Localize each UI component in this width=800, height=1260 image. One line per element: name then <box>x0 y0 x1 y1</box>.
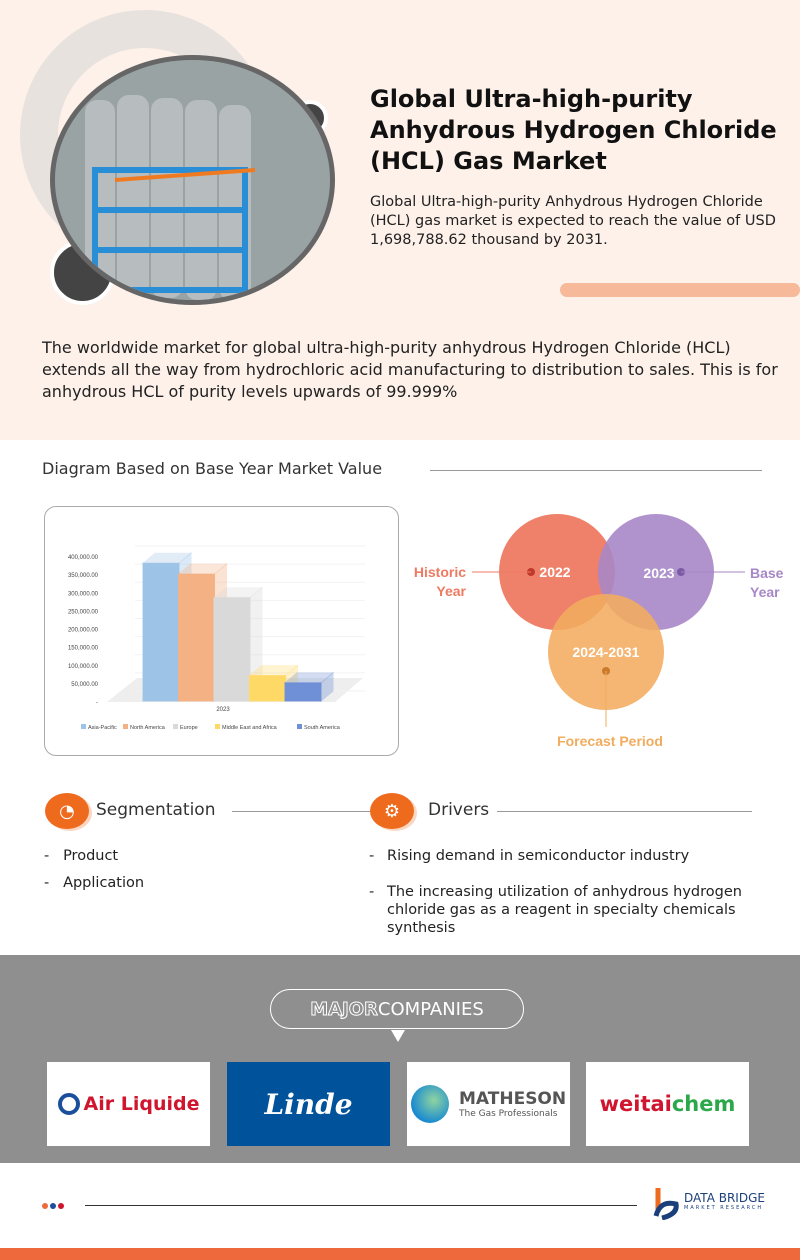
y-tick-label: - <box>96 700 98 706</box>
bar-south-america <box>284 682 322 702</box>
y-tick-label: 100,000.00 <box>68 664 99 670</box>
bar-north-america <box>178 573 215 702</box>
legend-swatch <box>215 724 220 729</box>
gears-icon: ⚙ <box>370 793 414 829</box>
logo-text: Air Liquide <box>83 1093 200 1115</box>
driver-item-text: Rising demand in semiconductor industry <box>387 848 690 864</box>
legend-label: North America <box>130 725 166 731</box>
logo-weitaichem: weitaichem <box>586 1062 749 1146</box>
brand-name: DATA BRIDGE <box>684 1191 765 1205</box>
bar-asia-pacific <box>142 562 180 702</box>
logo-text: Linde <box>264 1087 353 1121</box>
segmentation-title: Segmentation <box>96 800 216 820</box>
venn-base-year: 2023 <box>643 565 674 581</box>
base-label: Base <box>750 565 784 581</box>
dots-icon <box>42 1203 64 1209</box>
x-tick-label: 2023 <box>216 707 230 713</box>
driver-item-text: The increasing utilization of anhydrous … <box>387 884 742 936</box>
legend-label: Middle East and Africa <box>222 725 278 731</box>
item-text: Application <box>63 875 145 891</box>
gas-cylinders-image <box>50 55 335 305</box>
legend-label: Asia-Pacific <box>88 725 117 731</box>
segmentation-item: - Product <box>44 848 119 864</box>
legend-swatch <box>173 724 178 729</box>
drivers-title: Drivers <box>428 800 490 820</box>
venn-historic-year: 2022 <box>539 564 570 580</box>
logo-text: chem <box>671 1092 736 1116</box>
decor-bar <box>560 283 800 297</box>
logo-matheson: MATHESON The Gas Professionals <box>407 1062 570 1146</box>
legend-swatch <box>123 724 128 729</box>
y-tick-label: 300,000.00 <box>68 591 99 597</box>
historic-label: Historic <box>414 564 466 580</box>
base-label: Year <box>750 584 780 600</box>
bar-chart-svg: - 50,000.00 100,000.00 150,000.00 200,000.00… <box>68 545 365 731</box>
venn-forecast-years: 2024-2031 <box>573 644 640 660</box>
venn-diagram: 2022 2023 2024-2031 Historic Year Base Y… <box>414 514 784 749</box>
divider <box>497 811 752 812</box>
footer-line <box>85 1205 637 1206</box>
y-tick-label: 50,000.00 <box>71 682 98 688</box>
forecast-label: Forecast Period <box>557 733 663 749</box>
y-tick-label: 150,000.00 <box>68 646 99 652</box>
divider <box>430 470 762 471</box>
title-part: MAJOR <box>310 998 379 1020</box>
segmentation-item: - Application <box>44 875 145 891</box>
y-tick-label: 200,000.00 <box>68 628 99 634</box>
logo-linde: Linde <box>227 1062 390 1146</box>
venn-forecast <box>548 594 664 710</box>
page-subtitle: Global Ultra-high-purity Anhydrous Hydro… <box>370 194 776 248</box>
bar-chart: - 50,000.00 100,000.00 150,000.00 200,000.00… <box>44 506 399 756</box>
data-bridge-logo-icon <box>652 1186 680 1221</box>
logo-tagline: The Gas Professionals <box>459 1109 558 1119</box>
bar-middle-east-and-africa <box>249 675 286 702</box>
logo-air-liquide: Air Liquide <box>47 1062 210 1146</box>
page-title: Global Ultra-high-purity Anhydrous Hydro… <box>370 85 777 175</box>
intro-text: The worldwide market for global ultra-hi… <box>42 338 778 401</box>
logo-text: MATHESON <box>459 1089 567 1109</box>
major-companies-title: MAJOR COMPANIES <box>270 989 524 1029</box>
item-text: Product <box>63 848 119 864</box>
divider <box>232 811 370 812</box>
y-tick-label: 350,000.00 <box>68 573 99 579</box>
legend-swatch <box>297 724 302 729</box>
pointer <box>391 1030 405 1042</box>
y-tick-label: 250,000.00 <box>68 609 99 615</box>
pie-chart-icon: ◔ <box>45 793 89 829</box>
legend-swatch <box>81 724 86 729</box>
footer-bar <box>0 1248 800 1260</box>
legend-label: South America <box>304 725 341 731</box>
diagram-title: Diagram Based on Base Year Market Value <box>42 459 383 478</box>
legend-label: Europe <box>180 725 198 731</box>
historic-label: Year <box>436 583 466 599</box>
y-tick-label: 400,000.00 <box>68 555 99 561</box>
driver-item: - <box>369 848 375 864</box>
driver-item: - <box>369 884 375 900</box>
logo-text: weitai <box>599 1092 672 1116</box>
bar-europe <box>213 597 251 702</box>
title-part: COMPANIES <box>377 998 484 1020</box>
brand-sub: MARKET RESEARCH <box>684 1205 764 1211</box>
